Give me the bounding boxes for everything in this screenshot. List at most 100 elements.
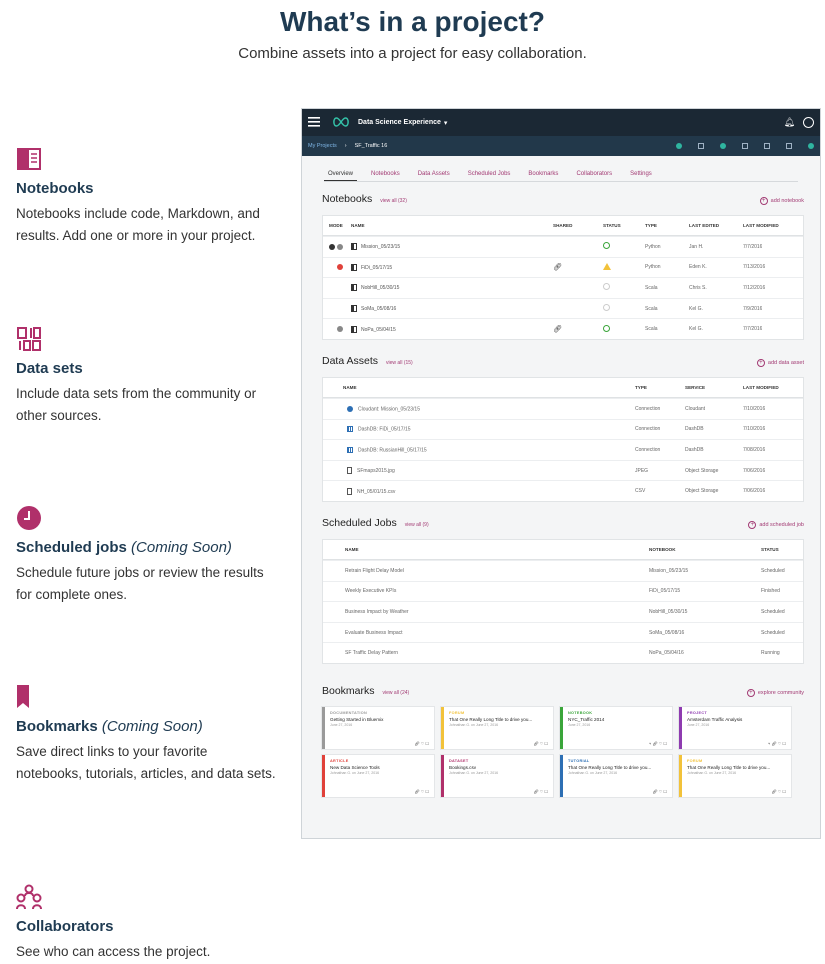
app-brand[interactable]: Data Science Experience [358, 119, 441, 126]
plus-icon: + [756, 359, 765, 367]
table-row[interactable]: SF Traffic Delay Pattern NoPa_05/04/16 R… [323, 642, 803, 663]
tree-icon[interactable] [698, 143, 704, 149]
feature-title: Collaborators [16, 918, 114, 935]
bookmark-card[interactable]: FORUM That One Really Long Title to drive… [679, 755, 791, 797]
bookmark-card[interactable]: DOCUMENTATION Getting Started in Bluemix J… [322, 707, 434, 749]
table-row[interactable]: Retrain Flight Delay Model Mission_05/23… [323, 560, 803, 581]
view-all-link[interactable]: view all (9) [404, 522, 429, 528]
view-all-link[interactable]: view all (32) [380, 198, 407, 204]
bookmark-stats: 🔗︎ ♡ ☐ [771, 789, 786, 794]
hamburger-menu-icon[interactable] [308, 116, 320, 129]
add-notebook-button[interactable]: + add notebook [759, 197, 804, 205]
plus-icon: + [748, 521, 757, 529]
table-row[interactable]: SoMa_05/08/16 Scala Kel G. 7/9/2016 [323, 297, 803, 319]
info-icon[interactable] [720, 143, 726, 149]
infinity-logo-icon [332, 116, 350, 129]
tab-data-assets[interactable]: Data Assets [417, 171, 450, 177]
flag-icon[interactable] [742, 143, 748, 149]
status-icon[interactable] [676, 143, 682, 149]
bookmark-stats: ⑂ 🔗︎ ♡ ☐ [649, 741, 667, 746]
tab-settings[interactable]: Settings [630, 171, 652, 177]
table-row[interactable]: Business Impact by Weather NobHill_05/30… [323, 601, 803, 622]
scheduled-jobs-section: Scheduled Jobs view all (9) + add schedul… [322, 517, 804, 664]
bookmark-card[interactable]: DATASET Bookings.csv Johnathan G. on June … [441, 755, 553, 797]
section-title: Notebooks [322, 193, 373, 205]
feature-description: Notebooks include code, Markdown, and re… [16, 206, 260, 243]
status-ok-icon [603, 324, 610, 332]
view-all-link[interactable]: view all (15) [386, 360, 413, 366]
table-row[interactable]: Weekly Executive KPIs FiDi_05/17/15 Fini… [323, 580, 803, 602]
link-icon: 🔗︎ [553, 264, 562, 272]
table-row[interactable]: SFmaps2015.jpg JPEG Object Storage 7/06/… [323, 459, 803, 481]
bookmark-card[interactable]: PROJECT Amsterdam Traffic Analysis June 27… [679, 707, 791, 749]
table-row[interactable]: Mission_05/23/15 Python Jan H. 7/7/2016 [323, 236, 803, 257]
plus-icon: + [759, 197, 768, 205]
bookmark-stats: 🔗︎ ♡ ☐ [414, 789, 429, 794]
breadcrumb-root[interactable]: My Projects [308, 143, 337, 149]
database-icon [347, 446, 353, 453]
table-row[interactable]: DashDB: RussianHill_05/17/15 Connection … [323, 439, 803, 460]
feature-description: Save direct links to your favorite noteb… [16, 744, 276, 781]
bookmark-card[interactable]: TUTORIAL That One Really Long Title to dr… [560, 755, 672, 797]
feature-description: Schedule future jobs or review the resul… [16, 565, 264, 602]
bookmark-stats: 🔗︎ ♡ ☐ [652, 789, 667, 794]
add-data-asset-button[interactable]: + add data asset [756, 359, 804, 367]
scheduled-jobs-table: NAME NOTEBOOK STATUS Retrain Flight Dela… [322, 539, 804, 664]
collaborators-icon [16, 884, 276, 912]
check-icon[interactable] [808, 143, 814, 149]
feature-description: See who can access the project. [16, 944, 211, 959]
table-row[interactable]: Evaluate Business Impact SoMa_05/08/16 S… [323, 621, 803, 643]
notebook-icon [351, 263, 357, 271]
tab-overview[interactable]: Overview [324, 168, 358, 181]
breadcrumb: My Projects › SF_Traffic 16 [302, 136, 820, 156]
add-scheduled-job-button[interactable]: + add scheduled job [748, 521, 804, 529]
bell-icon[interactable]: 🔔︎ [783, 117, 795, 127]
feature-title: Scheduled jobs [16, 539, 127, 556]
grid-icon[interactable] [786, 143, 792, 149]
table-row[interactable]: DashDB: FiDi_05/17/15 Connection DashDB … [323, 418, 803, 440]
status-ok-icon [603, 242, 610, 250]
app-preview: Data Science Experience ▾ 🔔︎ My Projects… [301, 108, 821, 839]
data-assets-table: NAME TYPE SERVICE LAST MODIFIED Cloudant… [322, 377, 804, 502]
page-subtitle: Combine assets into a project for easy c… [238, 45, 587, 62]
bookmark-stats: 🔗︎ ♡ ☐ [414, 741, 429, 746]
table-row[interactable]: Cloudant: Mission_05/23/15 Connection Cl… [323, 398, 803, 419]
bookmark-card[interactable]: FORUM That One Really Long Title to drive… [441, 707, 553, 749]
bookmark-stats: ⑂ 🔗︎ ♡ ☐ [768, 741, 786, 746]
coming-soon-note: (Coming Soon) [131, 539, 232, 556]
file-icon [347, 487, 352, 495]
page-title: What’s in a project? [280, 6, 545, 37]
view-all-link[interactable]: view all (24) [382, 690, 410, 696]
bookmark-card[interactable]: ARTICLE New Data Science Tools Johnathan G… [322, 755, 434, 797]
app-topbar: Data Science Experience ▾ 🔔︎ [302, 109, 820, 136]
feature-title: Bookmarks [16, 718, 98, 735]
search-icon[interactable] [764, 143, 770, 149]
status-idle-icon [603, 304, 610, 312]
bookmark-card[interactable]: NOTEBOOK NYC_Traffic 2014 June 27, 2016 ⑂ 🔗… [560, 707, 672, 749]
tab-scheduled-jobs[interactable]: Scheduled Jobs [467, 171, 511, 177]
tab-notebooks[interactable]: Notebooks [371, 171, 400, 177]
book-icon [16, 146, 276, 174]
dataset-icon [16, 326, 276, 354]
notebook-icon [351, 305, 357, 313]
section-title: Bookmarks [322, 685, 375, 697]
avatar[interactable] [803, 117, 814, 128]
feature-data-sets: Data sets Include data sets from the com… [16, 326, 276, 427]
table-row[interactable]: NobHill_05/30/15 Scala Chris S. 7/12/201… [323, 277, 803, 298]
link-icon: 🔗︎ [553, 326, 562, 334]
notebook-icon [351, 325, 357, 333]
table-row[interactable]: FiDi_05/17/15 🔗︎ Python Eden K. 7/13/201… [323, 256, 803, 278]
table-row[interactable]: NoPa_05/04/15 🔗︎ Scala Kel G. 7/7/2016 [323, 318, 803, 339]
table-row[interactable]: NH_05/01/15.csv CSV Object Storage 7/06/… [323, 480, 803, 501]
clock-icon [16, 505, 276, 533]
bookmark-stats: 🔗︎ ♡ ☐ [533, 789, 548, 794]
data-assets-section: Data Assets view all (15) + add data asse… [322, 355, 804, 502]
explore-community-button[interactable]: + explore community [746, 689, 804, 697]
tab-bookmarks[interactable]: Bookmarks [528, 171, 559, 177]
cloudant-icon [347, 405, 353, 412]
feature-description: Include data sets from the community or … [16, 386, 257, 423]
chevron-down-icon[interactable]: ▾ [443, 119, 448, 127]
tab-collaborators[interactable]: Collaborators [576, 171, 613, 177]
feature-collaborators: Collaborators See who can access the pro… [16, 884, 276, 963]
feature-notebooks: Notebooks Notebooks include code, Markdo… [16, 146, 276, 247]
